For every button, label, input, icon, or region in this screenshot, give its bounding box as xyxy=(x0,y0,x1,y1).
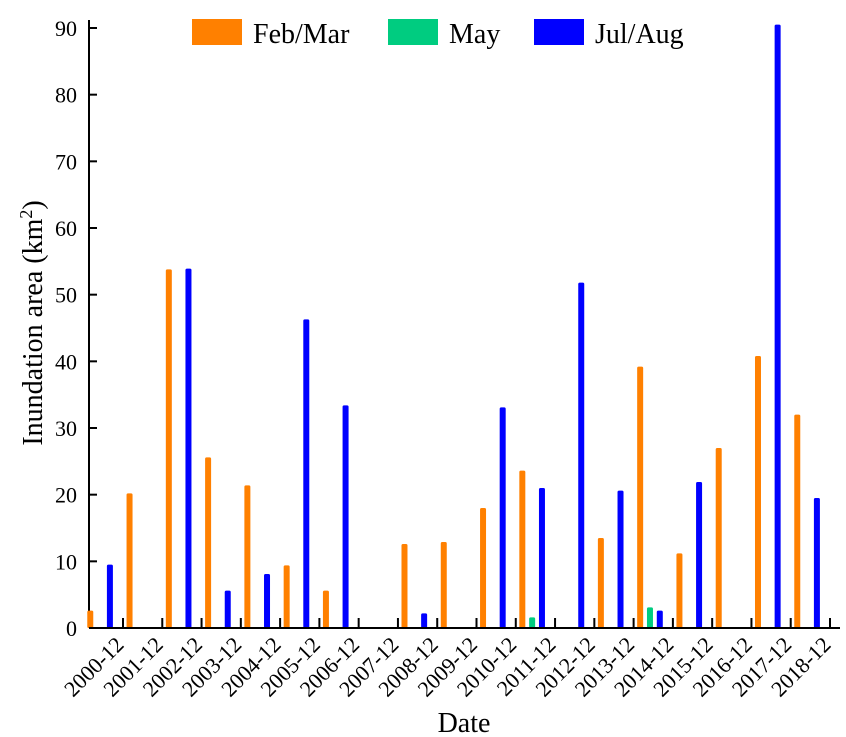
bar-jul-aug xyxy=(813,498,820,628)
bar-feb-mar xyxy=(519,470,526,628)
bar-jul-aug xyxy=(303,319,310,628)
y-axis-title-sup: 2 xyxy=(16,210,36,219)
bar-feb-mar xyxy=(283,565,290,628)
bars xyxy=(87,24,820,628)
bar-feb-mar xyxy=(637,366,644,628)
legend-label: May xyxy=(449,19,500,50)
legend: Feb/Mar May Jul/Aug xyxy=(192,19,684,50)
y-axis-title-close: ) xyxy=(18,200,49,209)
legend-swatch xyxy=(534,19,584,45)
legend-swatch xyxy=(388,19,438,45)
y-tick-label: 90 xyxy=(55,16,77,41)
bar-jul-aug xyxy=(224,590,231,628)
bar-jul-aug xyxy=(538,488,545,628)
bar-jul-aug xyxy=(696,482,703,628)
bar-feb-mar xyxy=(715,448,722,628)
y-axis-title-main: Inundation area (km xyxy=(18,218,49,445)
legend-label: Feb/Mar xyxy=(253,19,350,50)
y-tick-label: 80 xyxy=(55,83,77,108)
bar-jul-aug xyxy=(421,613,428,628)
bar-jul-aug xyxy=(106,564,113,628)
bar-feb-mar xyxy=(480,508,487,628)
bar-jul-aug xyxy=(499,407,506,628)
bar-jul-aug xyxy=(656,610,663,628)
y-tick-label: 60 xyxy=(55,216,77,241)
bar-may xyxy=(646,607,653,628)
y-tick-label: 70 xyxy=(55,149,77,174)
y-tick-label: 20 xyxy=(55,483,77,508)
bar-feb-mar xyxy=(440,542,447,628)
bar-feb-mar xyxy=(87,610,94,628)
bar-jul-aug xyxy=(342,405,349,628)
bar-feb-mar xyxy=(126,493,133,628)
y-tick-label: 40 xyxy=(55,349,77,374)
y-tick-label: 0 xyxy=(66,616,77,641)
y-axis: 0 10 20 30 40 50 60 70 80 90 xyxy=(55,16,97,641)
bar-jul-aug xyxy=(264,574,271,628)
y-tick-label: 30 xyxy=(55,416,77,441)
x-axis: 2000-122001-122002-122003-122004-122005-… xyxy=(59,618,840,701)
bar-feb-mar xyxy=(794,414,801,628)
y-tick-label: 50 xyxy=(55,283,77,308)
bar-feb-mar xyxy=(322,590,329,628)
bar-feb-mar xyxy=(754,356,761,628)
bar-feb-mar xyxy=(165,269,172,628)
bar-jul-aug xyxy=(774,24,781,628)
y-tick-label: 10 xyxy=(55,549,77,574)
bar-feb-mar xyxy=(401,544,408,628)
legend-swatch xyxy=(192,19,242,45)
bar-may xyxy=(529,617,536,628)
bar-feb-mar xyxy=(244,485,251,628)
bar-feb-mar xyxy=(597,538,604,628)
bar-jul-aug xyxy=(578,282,585,628)
legend-label: Jul/Aug xyxy=(595,19,684,50)
bar-feb-mar xyxy=(205,457,212,628)
bar-jul-aug xyxy=(617,490,624,628)
bar-jul-aug xyxy=(185,268,192,628)
x-axis-title: Date xyxy=(438,708,491,737)
y-axis-title: Inundation area (km2) xyxy=(16,200,49,445)
bar-feb-mar xyxy=(676,553,683,628)
